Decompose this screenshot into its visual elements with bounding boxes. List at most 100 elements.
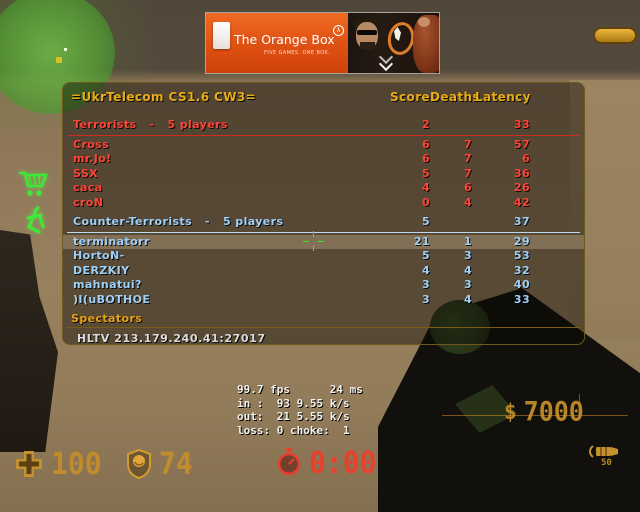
player-latency: 57 (513, 137, 530, 151)
player-deaths: 3 (463, 278, 472, 291)
player-row: HortoN- 5 3 53 (63, 249, 584, 264)
player-latency: 33 (513, 292, 530, 306)
player-row: DERZKIY 4 4 32 (63, 264, 584, 279)
player-latency: 32 (513, 263, 530, 277)
team-header-counter-terrorists: Counter-Terrorists -5 players 5 37 (63, 215, 584, 230)
spectator-entry: HLTV 213.179.240.41:27017 (77, 332, 266, 345)
player-deaths: 3 (463, 249, 472, 262)
team-header-terrorists: Terrorists -5 players 2 33 (63, 118, 584, 133)
player-name: caca (73, 181, 103, 194)
player-latency: 53 (513, 249, 530, 262)
timer-value: 0:00 (309, 444, 377, 481)
player-score: 4 (421, 181, 430, 194)
player-score: 3 (421, 278, 430, 291)
player-row: SSX 5 7 36 (63, 167, 584, 182)
player-name: mr.Jo! (73, 152, 112, 165)
player-score: 6 (421, 137, 430, 151)
crosshair-segment (313, 231, 314, 237)
player-score: 0 (421, 195, 430, 209)
hud-border-line (579, 394, 580, 416)
hud-timer: 0:00 (276, 444, 377, 481)
player-deaths: 7 (463, 166, 472, 180)
player-score: 3 (421, 292, 430, 306)
player-score: 5 (421, 249, 430, 262)
wall-texture (570, 80, 640, 340)
player-score: 6 (421, 152, 430, 165)
crosshair-segment (303, 241, 309, 242)
player-name: HortoN- (73, 249, 125, 262)
player-deaths: 4 (463, 292, 472, 306)
character-art (418, 17, 430, 27)
player-row: caca 4 6 26 (63, 181, 584, 196)
scoreboard-header-row: =UkrTelecom CS1.6 CW3= Score Deaths Late… (63, 89, 584, 105)
player-latency: 29 (513, 234, 530, 248)
player-name: )I(uBOTHOE (73, 292, 151, 306)
netgraph-fps-line: 99.7 fps 24 ms (237, 383, 363, 396)
orange-box-icon (213, 22, 230, 49)
player-name: terminatorr (73, 234, 150, 248)
ammo-bullet-icon (589, 445, 618, 458)
spectators-header: Spectators (71, 312, 143, 325)
buyzone-cart-icon (19, 171, 48, 196)
player-deaths: 4 (463, 263, 472, 277)
scoreboard-panel: =UkrTelecom CS1.6 CW3= Score Deaths Late… (62, 82, 585, 345)
team-name: Terrorists -5 players (73, 118, 228, 131)
player-deaths: 1 (463, 234, 472, 248)
server-name: =UkrTelecom CS1.6 CW3= (71, 90, 257, 104)
column-header-score: Score (390, 90, 431, 104)
team-deaths (430, 118, 472, 133)
player-row: croN 0 4 42 (63, 196, 584, 211)
team-score: 2 (421, 118, 430, 131)
player-model-shadow (0, 230, 58, 452)
player-score: 21 (413, 234, 430, 248)
player-latency: 6 (521, 152, 530, 165)
ad-title: The Orange Box (234, 32, 335, 47)
crosshair-segment (318, 241, 324, 242)
health-value: 100 (51, 445, 102, 482)
player-row: mahnatui? 3 3 40 (63, 278, 584, 293)
player-row: )I(uBOTHOE 3 4 33 (63, 293, 584, 308)
rescue-runner-icon (26, 206, 45, 234)
player-name: croN (73, 195, 104, 209)
team-latency: 33 (513, 118, 530, 131)
player-score: 5 (421, 166, 430, 180)
dollar-icon: $ (504, 399, 517, 424)
hud-money: $ 7000 (504, 396, 584, 427)
player-latency: 40 (513, 278, 530, 291)
radar (0, 0, 115, 114)
team-score: 5 (421, 215, 430, 228)
netgraph-in-line: in : 93 9.55 k/s (237, 396, 350, 410)
character-art (357, 30, 377, 35)
health-cross-icon (16, 450, 42, 477)
player-row: mr.Jo! 6 7 6 (63, 152, 584, 167)
column-header-deaths: Deaths (430, 90, 481, 104)
ammo-pickup (593, 27, 637, 44)
player-latency: 36 (513, 166, 530, 180)
hud-armor: 74 (126, 446, 193, 481)
ad-banner-art (348, 13, 439, 73)
player-name: Cross (73, 137, 110, 151)
player-name: DERZKIY (73, 263, 130, 277)
player-deaths: 4 (463, 195, 472, 209)
radar-teammate-blip (56, 57, 62, 63)
hud-health: 100 (14, 445, 102, 482)
ad-banner[interactable]: The Orange Box λ FIVE GAMES. ONE BOX. (205, 12, 440, 74)
radar-player-dot (64, 48, 67, 51)
lambda-logo-icon: λ (333, 25, 344, 36)
crosshair-segment (313, 245, 314, 251)
team-deaths (430, 215, 472, 230)
ammo-reserve-value: 50 (601, 458, 612, 468)
column-header-latency: Latency (475, 90, 531, 104)
player-latency: 42 (513, 195, 530, 209)
hud-border-line (442, 415, 628, 416)
stopwatch-icon (277, 448, 301, 476)
portal-figure (394, 27, 401, 41)
netgraph: 99.7 fps 24 ms in : 93 9.55 k/s out: 21 … (237, 383, 363, 437)
player-score: 4 (421, 263, 430, 277)
team-latency: 37 (513, 215, 530, 228)
ct-divider (67, 231, 580, 233)
terrorist-divider (67, 134, 580, 136)
ad-banner-left: The Orange Box λ FIVE GAMES. ONE BOX. (206, 13, 348, 73)
netgraph-out-line: out: 21 5.55 k/s (237, 410, 350, 423)
